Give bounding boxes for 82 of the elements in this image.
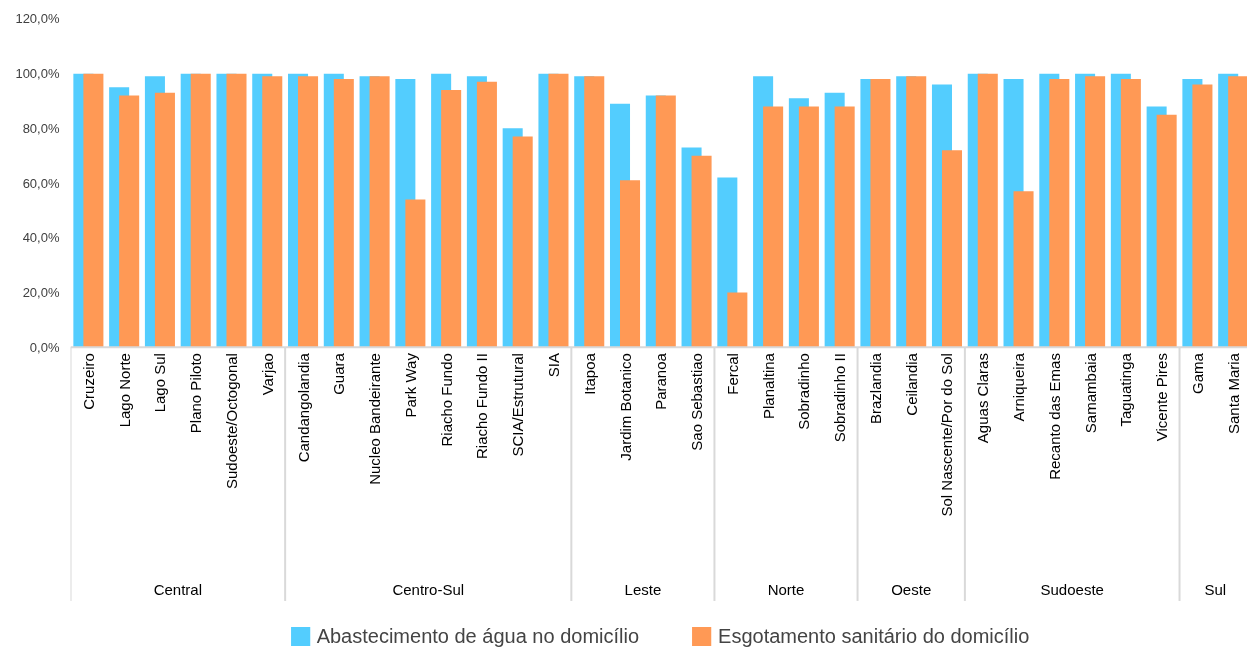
- y-tick-label: 120,0%: [15, 11, 60, 27]
- legend-label: Abastecimento de água no domicílio: [316, 624, 640, 648]
- y-tick-label: 0,0%: [29, 339, 60, 355]
- bar: [1192, 84, 1213, 348]
- text: Sul: [1204, 580, 1227, 598]
- y-tick-label: 100,0%: [15, 66, 60, 82]
- text: Oeste: [891, 580, 932, 598]
- text: Norte: [767, 580, 805, 598]
- bar: [870, 79, 891, 348]
- bar: [655, 95, 676, 348]
- bar: [1049, 79, 1070, 348]
- legend-label: Esgotamento sanitário do domicílio: [718, 624, 1030, 648]
- text: Central: [153, 580, 203, 598]
- x-tick-label: Sol Nascente/Por do Sol: [938, 353, 956, 517]
- x-tick-label: Gama: [1188, 352, 1206, 394]
- x-tick-label: Fercal: [723, 353, 741, 395]
- bar: [154, 92, 175, 348]
- bar: [1156, 114, 1177, 348]
- y-tick-label: 80,0%: [22, 120, 60, 136]
- bar: [476, 81, 497, 348]
- bar: [190, 73, 211, 348]
- x-tick-label: Recanto das Emas: [1045, 353, 1063, 480]
- bar: [226, 73, 247, 348]
- bar: [83, 73, 104, 348]
- bar: [977, 73, 998, 348]
- x-tick-label: Riacho Fundo II: [473, 353, 491, 459]
- bar: [941, 150, 963, 348]
- bar: [298, 76, 319, 348]
- y-tick-label: 60,0%: [22, 175, 60, 191]
- x-tick-label: Guara: [330, 352, 348, 395]
- bar: [262, 76, 283, 348]
- x-tick-label: Paranoa: [652, 352, 670, 410]
- bar: [405, 199, 426, 348]
- x-tick-label: SCIA/Estrutural: [509, 353, 527, 457]
- text: Centro-Sul: [392, 580, 465, 598]
- bar: [584, 76, 605, 348]
- bar: [763, 106, 784, 348]
- x-tick-label: Aguas Claras: [974, 353, 992, 444]
- bar: [548, 73, 569, 348]
- x-tick-label: Nucleo Bandeirante: [366, 353, 384, 485]
- x-tick-label: Lago Sul: [151, 353, 169, 413]
- bar: [512, 136, 533, 348]
- bar: [727, 292, 748, 348]
- x-tick-label: Varjao: [258, 353, 276, 396]
- x-tick-label: Sobradinho: [795, 353, 813, 430]
- bar: [834, 106, 855, 348]
- bar: [1228, 76, 1247, 348]
- bar: [906, 76, 927, 348]
- bar: [798, 106, 819, 348]
- x-tick-label: Sao Sebastiao: [688, 353, 706, 451]
- bar: [119, 95, 140, 348]
- bar: [333, 79, 354, 348]
- bar: [620, 180, 641, 348]
- text: Sudoeste: [1040, 580, 1104, 598]
- text: Leste: [624, 580, 662, 598]
- bar: [1120, 79, 1141, 348]
- x-tick-label: Lago Norte: [115, 353, 133, 428]
- bar: [1013, 191, 1034, 348]
- bar: [1085, 76, 1106, 348]
- x-tick-label: Candangolandia: [294, 352, 312, 463]
- x-tick-label: Itapoa: [580, 352, 598, 395]
- x-tick-label: Plano Piloto: [187, 353, 205, 434]
- x-tick-label: Sudoeste/Octogonal: [222, 353, 240, 490]
- bar: [691, 155, 712, 348]
- x-tick-label: Arniqueira: [1010, 352, 1028, 422]
- x-tick-label: Taguatinga: [1117, 352, 1135, 427]
- y-tick-label: 40,0%: [22, 230, 60, 246]
- y-tick-label: 20,0%: [22, 284, 60, 300]
- x-tick-label: Vicente Pires: [1153, 353, 1171, 442]
- x-tick-label: Jardim Botanico: [616, 353, 634, 461]
- x-tick-label: Santa Maria: [1224, 352, 1242, 434]
- x-tick-label: SIA: [544, 353, 562, 378]
- x-tick-label: Riacho Fundo: [437, 353, 455, 447]
- bar: [369, 76, 390, 348]
- x-tick-label: Ceilandia: [902, 352, 920, 416]
- x-tick-label: Cruzeiro: [79, 353, 97, 410]
- x-tick-label: Sobradinho II: [831, 353, 849, 443]
- x-tick-label: Planaltina: [759, 352, 777, 419]
- x-tick-label: Brazlandia: [866, 352, 884, 424]
- x-tick-label: Samambaia: [1081, 352, 1099, 434]
- bar: [441, 90, 462, 348]
- x-tick-label: Park Way: [401, 352, 419, 418]
